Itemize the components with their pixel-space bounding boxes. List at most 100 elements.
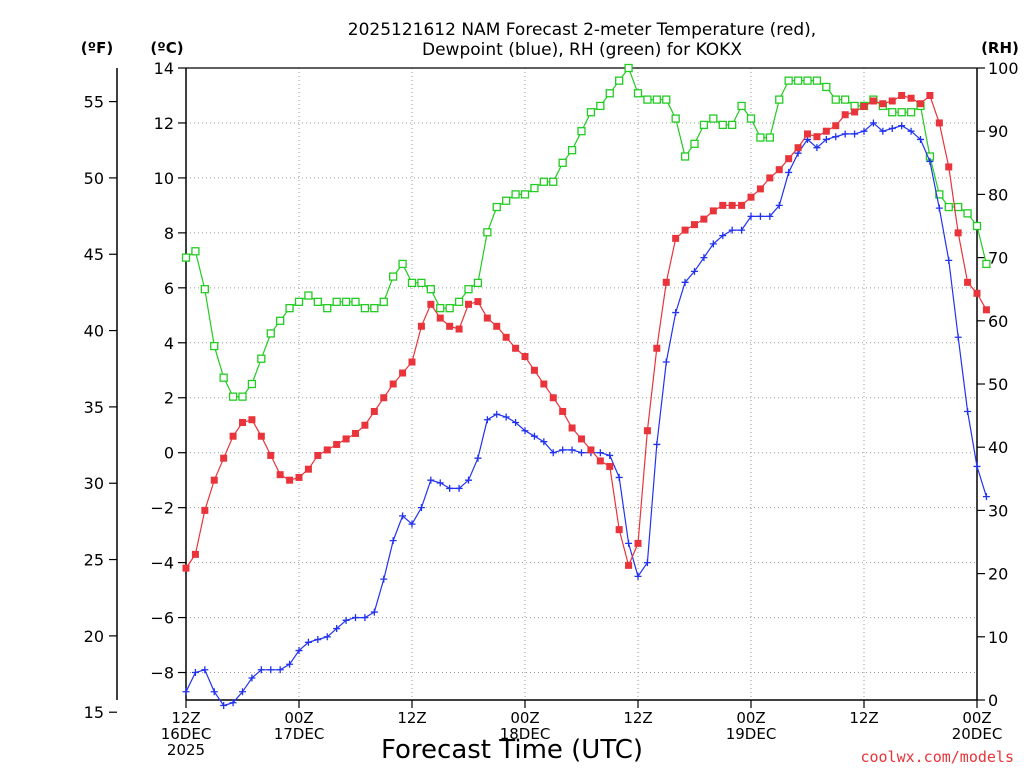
temperature-point xyxy=(822,127,830,135)
dewpoint-point xyxy=(182,688,190,696)
dewpoint-point xyxy=(775,201,783,209)
rh-unit-label: (RH) xyxy=(981,39,1019,57)
rh-point xyxy=(257,354,266,363)
temperature-point xyxy=(888,97,896,105)
dewpoint-point xyxy=(841,130,849,138)
rh-point xyxy=(784,76,793,85)
chart-title-line-1: 2025121612 NAM Forecast 2-meter Temperat… xyxy=(348,20,816,40)
rh-point xyxy=(379,297,388,306)
dewpoint-point xyxy=(691,267,698,275)
temperature-point xyxy=(314,451,322,459)
rh-tick-label: 60 xyxy=(988,312,1008,331)
temperature-point xyxy=(879,100,887,108)
dewpoint-point xyxy=(954,333,962,341)
rh-point xyxy=(906,108,916,117)
dewpoint-point xyxy=(681,278,689,286)
temperature-point xyxy=(973,289,981,297)
temperature-point xyxy=(756,185,764,193)
rh-point xyxy=(483,228,492,237)
temperature-point xyxy=(700,215,708,223)
celsius-tick-label: 0 xyxy=(164,444,174,463)
x-tick-label: 12Z xyxy=(397,709,426,727)
dewpoint-point xyxy=(747,212,755,220)
rh-point xyxy=(360,304,370,313)
dewpoint-point xyxy=(333,625,341,633)
temperature-point xyxy=(474,298,482,306)
dewpoint-point xyxy=(323,633,331,641)
dewpoint-point xyxy=(578,449,585,457)
grid-lines xyxy=(186,68,977,700)
temperature-point xyxy=(323,446,331,454)
dewpoint-point xyxy=(257,666,265,674)
rh-point xyxy=(803,76,812,85)
celsius-tick-label: 4 xyxy=(164,334,174,353)
temperature-point xyxy=(370,407,378,415)
temperature-point xyxy=(898,91,906,99)
credit-text: coolwx.com/models xyxy=(860,748,1014,766)
dewpoint-point xyxy=(935,204,943,212)
rh-point xyxy=(276,316,285,325)
rh-point xyxy=(822,82,831,92)
dewpoint-point xyxy=(625,539,633,547)
celsius-tick-label: −6 xyxy=(150,609,174,628)
rh-point xyxy=(577,127,586,136)
temperature-point xyxy=(869,97,877,105)
dewpoint-point xyxy=(342,616,350,624)
rh-point xyxy=(247,379,257,389)
x-tick-label: 12Z xyxy=(171,709,200,727)
dewpoint-point xyxy=(700,254,708,262)
rh-point xyxy=(841,95,850,104)
temperature-point xyxy=(785,155,793,163)
dewpoint-point xyxy=(493,410,501,418)
temperature-point xyxy=(578,435,585,443)
rh-point xyxy=(680,152,690,161)
dewpoint-point xyxy=(304,638,312,646)
rh-point xyxy=(775,95,784,104)
temperature-point xyxy=(304,465,312,473)
rh-point xyxy=(417,278,426,288)
temperature-point xyxy=(766,174,774,182)
dewpoint-point xyxy=(964,407,972,415)
temperature-point xyxy=(606,462,614,470)
temperature-point xyxy=(728,201,736,209)
x-tick-label: 00Z xyxy=(736,709,765,727)
temperature-point xyxy=(634,539,642,547)
x-tick-label: 12Z xyxy=(849,709,878,727)
fahrenheit-axis-ticks: 15 20 25 30 35 40 45 50 55 xyxy=(84,93,117,722)
dewpoint-point xyxy=(446,484,454,492)
temperature-point xyxy=(954,229,962,237)
rh-tick-label: 20 xyxy=(988,565,1008,584)
dewpoint-point xyxy=(860,127,868,135)
temperature-point xyxy=(804,130,811,138)
temperature-point xyxy=(926,91,934,99)
rh-point xyxy=(765,133,774,142)
dewpoint-point xyxy=(286,660,294,668)
rh-tick-label: 100 xyxy=(988,59,1019,78)
rh-point xyxy=(652,95,661,104)
temperature-point xyxy=(446,322,454,330)
rh-point xyxy=(210,341,219,351)
temperature-point xyxy=(361,421,369,429)
rh-point xyxy=(737,101,746,111)
rh-point xyxy=(454,297,464,306)
rh-point xyxy=(530,183,539,193)
fahrenheit-tick-label: 20 xyxy=(84,627,104,646)
dewpoint-point xyxy=(982,493,990,501)
dewpoint-point xyxy=(267,666,275,674)
x-tick-label: 00Z xyxy=(962,709,991,727)
dewpoint-point xyxy=(530,432,538,440)
rh-point xyxy=(888,108,897,117)
rh-line xyxy=(185,66,987,398)
dewpoint-point xyxy=(455,484,463,492)
dewpoint-point xyxy=(917,135,924,143)
temperature-point xyxy=(191,550,199,558)
celsius-tick-label: 12 xyxy=(154,114,174,133)
rh-series xyxy=(181,63,991,401)
rh-point xyxy=(200,285,209,294)
x-tick-label: 12Z xyxy=(623,709,652,727)
rh-tick-label: 0 xyxy=(988,691,998,710)
dewpoint-line xyxy=(185,122,987,707)
rh-point xyxy=(502,196,511,205)
dewpoint-point xyxy=(766,212,774,220)
